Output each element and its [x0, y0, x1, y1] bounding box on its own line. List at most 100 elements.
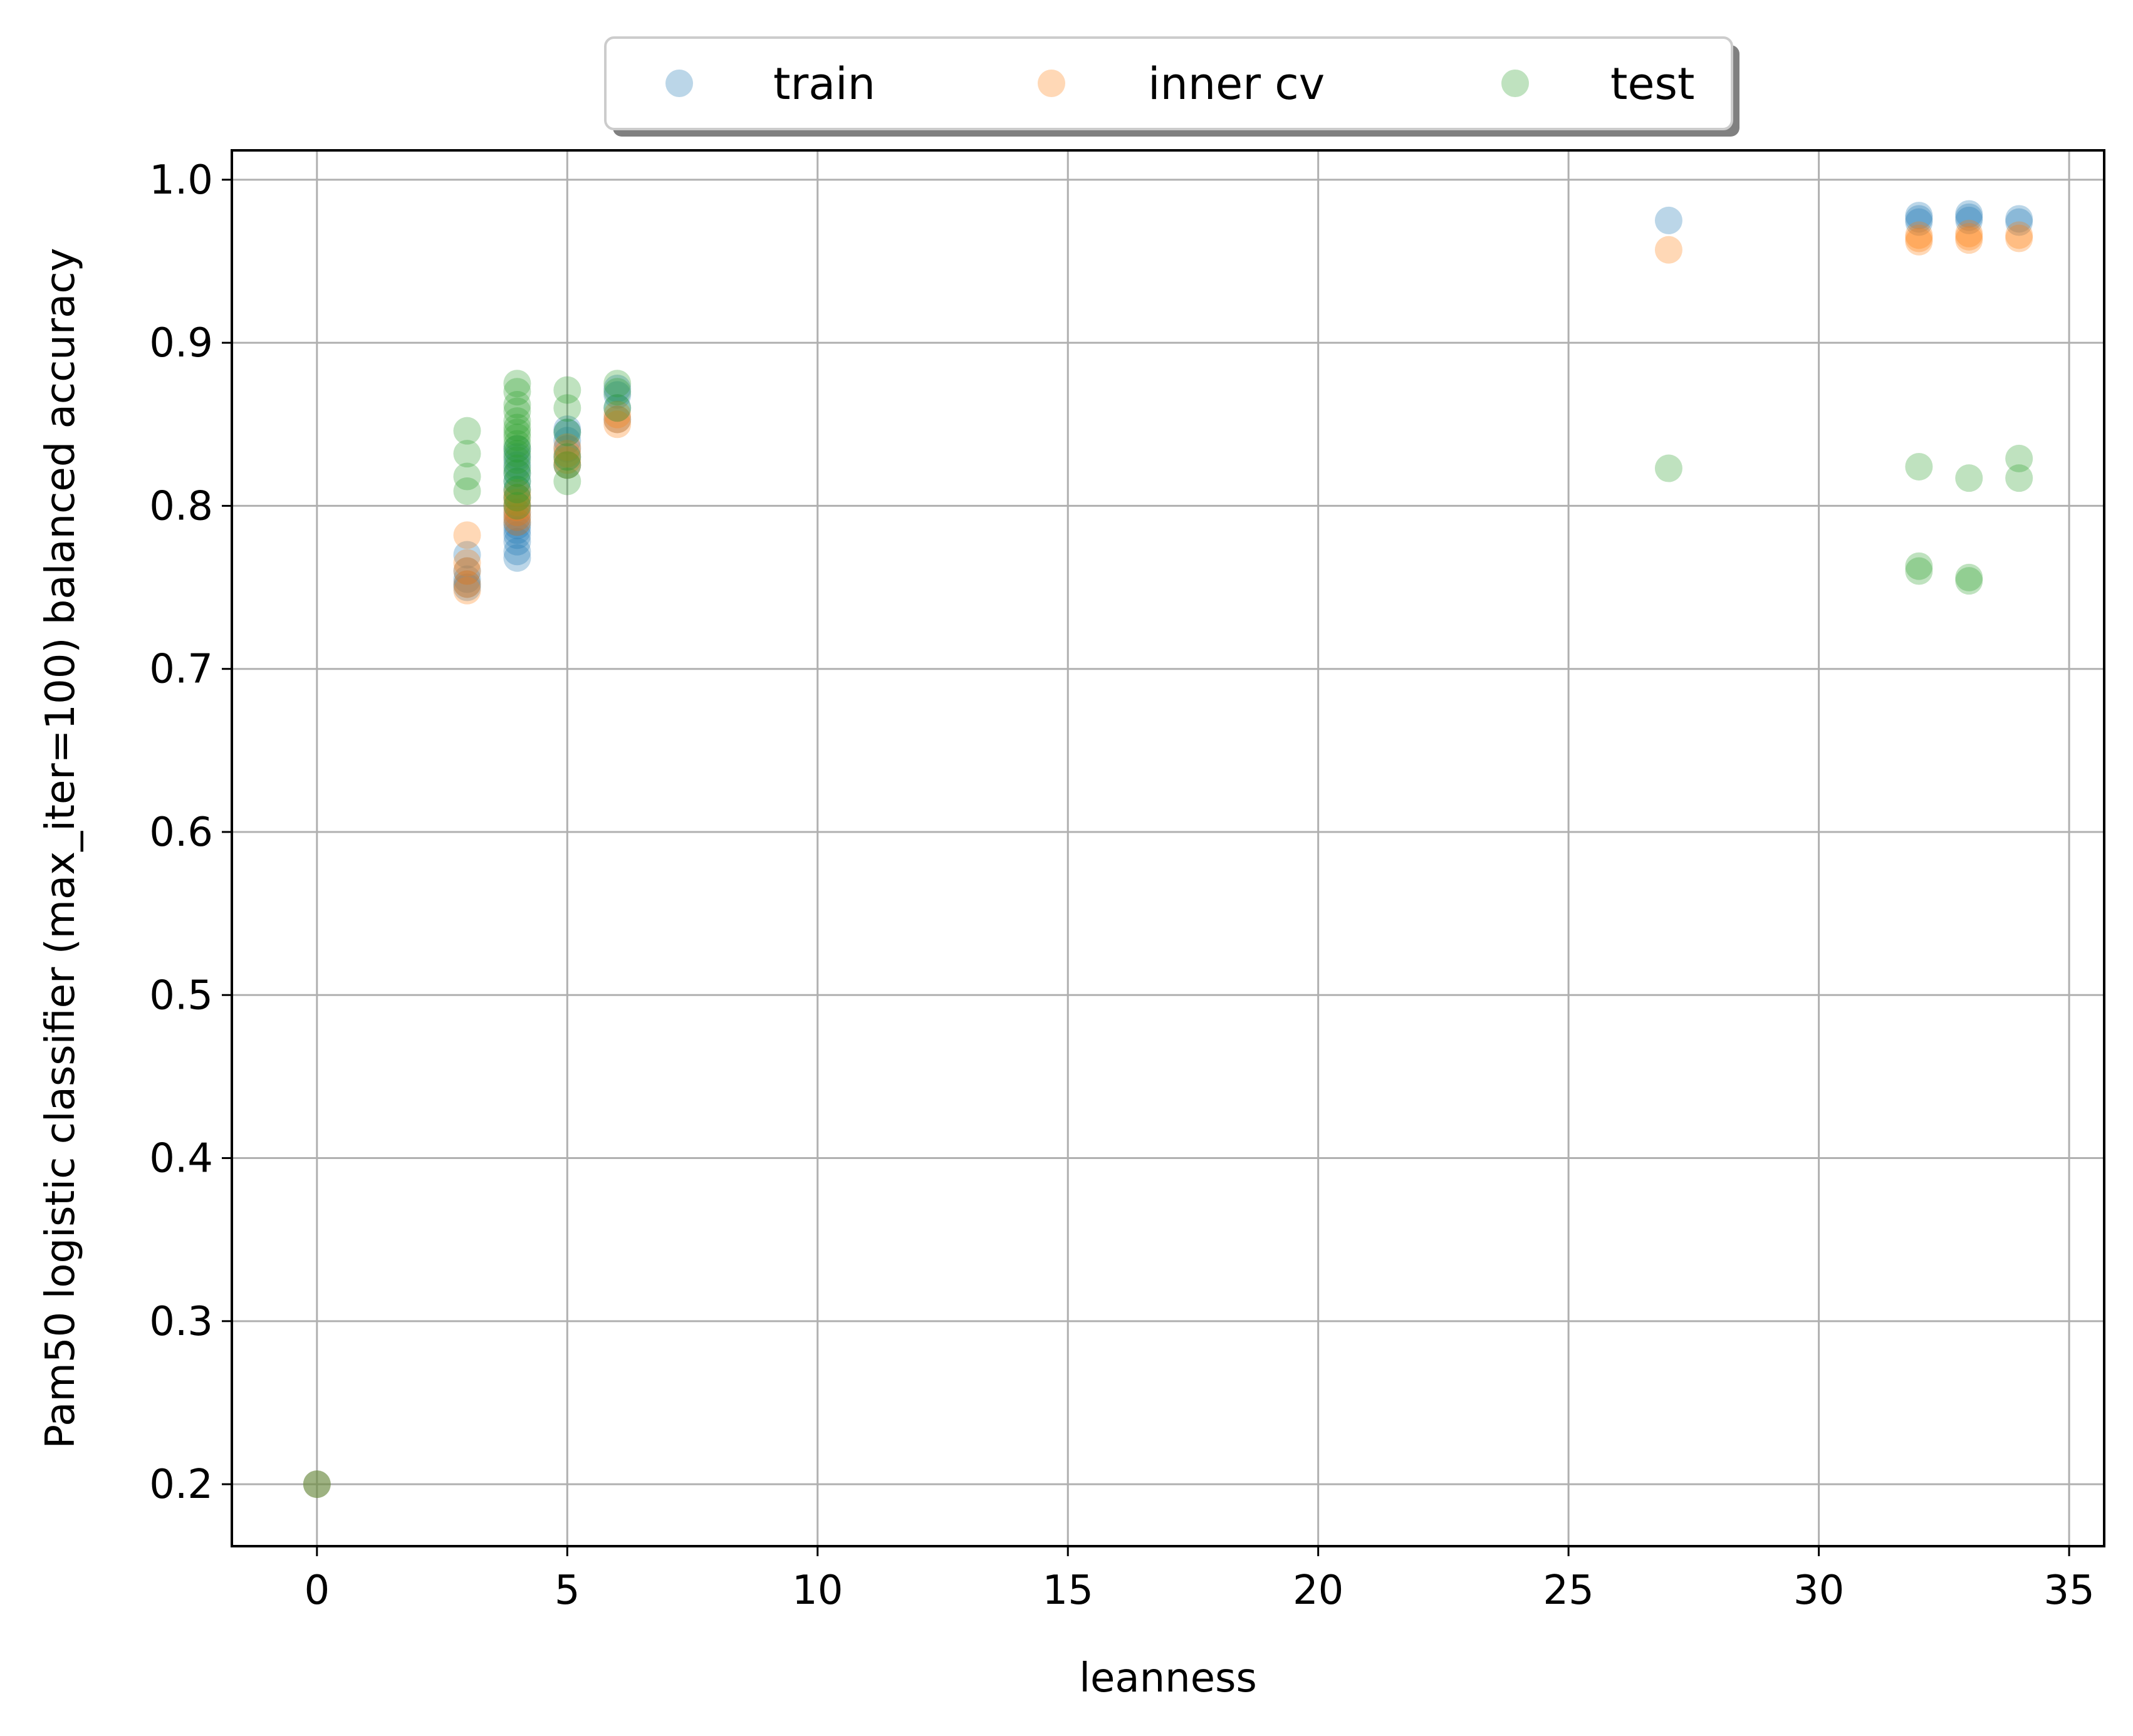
data-point — [503, 516, 531, 544]
data-point — [503, 503, 531, 531]
data-point — [453, 573, 481, 601]
data-point — [503, 521, 531, 549]
data-point — [1955, 203, 1983, 231]
y-tick-label: 0.5 — [149, 972, 213, 1019]
legend: train inner cv test — [604, 36, 1739, 137]
data-point — [553, 443, 581, 471]
data-point — [453, 570, 481, 598]
data-point — [303, 1470, 331, 1499]
data-point — [603, 394, 632, 422]
data-point — [453, 477, 481, 505]
data-point — [503, 508, 531, 536]
data-point — [503, 467, 531, 496]
series-inner-cv — [303, 219, 2033, 1499]
data-point — [1905, 208, 1933, 236]
data-point — [503, 511, 531, 539]
x-tick-label: 15 — [1042, 1567, 1093, 1614]
data-point — [603, 370, 632, 398]
data-point — [503, 454, 531, 482]
data-point — [453, 417, 481, 445]
data-point — [2005, 208, 2033, 236]
data-point — [503, 467, 531, 496]
data-point — [303, 1470, 331, 1499]
legend-marker — [1038, 70, 1065, 97]
data-point — [503, 451, 531, 479]
x-axis: 0 5 10 15 20 25 30 35 — [304, 1546, 2095, 1614]
data-point — [553, 394, 581, 422]
data-point — [2005, 464, 2033, 492]
data-point — [553, 435, 581, 463]
x-tick-label: 25 — [1543, 1567, 1593, 1614]
data-point — [553, 446, 581, 474]
data-point — [453, 557, 481, 585]
data-point — [603, 381, 632, 409]
data-point — [453, 440, 481, 468]
data-point — [503, 413, 531, 442]
data-point — [503, 424, 531, 452]
data-point — [1905, 557, 1933, 585]
data-point — [553, 451, 581, 479]
data-point — [603, 405, 632, 434]
data-point — [503, 430, 531, 458]
data-point — [1905, 224, 1933, 252]
legend-label: train — [773, 58, 875, 110]
data-point — [1905, 221, 1933, 249]
data-point — [503, 494, 531, 522]
y-tick-label: 0.7 — [149, 647, 213, 693]
y-axis-title: Pam50 logistic classifier (max_iter=100)… — [38, 248, 84, 1449]
grid — [232, 150, 2104, 1546]
data-point — [303, 1470, 331, 1499]
data-point — [503, 407, 531, 435]
data-point — [503, 544, 531, 572]
data-point — [553, 376, 581, 404]
plot-frame — [231, 149, 2105, 1547]
y-tick-label: 0.6 — [149, 809, 213, 856]
data-point — [503, 418, 531, 447]
data-point — [503, 391, 531, 419]
data-point — [503, 498, 531, 526]
data-point — [453, 576, 481, 605]
data-point — [603, 378, 632, 406]
data-point — [453, 549, 481, 577]
data-point — [603, 375, 632, 403]
data-point — [503, 489, 531, 517]
legend-box — [604, 36, 1733, 130]
legend-marker — [1501, 70, 1529, 97]
y-tick-label: 0.8 — [149, 483, 213, 529]
data-point — [1955, 563, 1983, 591]
data-point — [503, 435, 531, 463]
data-point — [2005, 205, 2033, 233]
x-axis-title: leanness — [1079, 1655, 1257, 1702]
data-point — [503, 397, 531, 425]
data-point — [453, 570, 481, 598]
data-point — [503, 459, 531, 487]
data-point — [1955, 222, 1983, 251]
data-point — [453, 521, 481, 549]
data-point — [1905, 452, 1933, 481]
x-tick-label: 35 — [2043, 1567, 2094, 1614]
data-point — [553, 415, 581, 444]
data-point — [1654, 206, 1682, 234]
data-point — [503, 492, 531, 520]
data-point — [503, 446, 531, 474]
data-point — [553, 467, 581, 496]
legend-label: test — [1610, 58, 1694, 110]
data-point — [553, 440, 581, 468]
data-point — [1905, 202, 1933, 230]
x-tick-label: 5 — [555, 1567, 580, 1614]
data-point — [603, 410, 632, 439]
x-tick-label: 20 — [1293, 1567, 1343, 1614]
data-point — [503, 498, 531, 526]
data-point — [503, 528, 531, 556]
data-point — [1955, 226, 1983, 254]
data-point — [503, 503, 531, 531]
y-tick-label: 0.2 — [149, 1462, 213, 1508]
data-point — [1905, 227, 1933, 256]
data-point — [553, 451, 581, 479]
data-point — [1654, 454, 1682, 482]
data-point — [553, 443, 581, 471]
series-train — [303, 200, 2033, 1499]
data-point — [503, 508, 531, 536]
data-point — [453, 462, 481, 491]
